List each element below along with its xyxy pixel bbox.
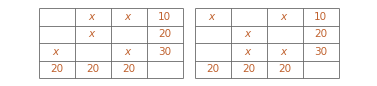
Text: 20: 20	[278, 64, 291, 74]
Text: $\mathit{x}$: $\mathit{x}$	[280, 47, 289, 57]
Text: $\mathit{x}$: $\mathit{x}$	[244, 47, 253, 57]
Text: 10: 10	[158, 12, 171, 22]
Text: $\mathit{x}$: $\mathit{x}$	[88, 12, 97, 22]
Text: 20: 20	[50, 64, 63, 74]
Text: $\mathit{x}$: $\mathit{x}$	[88, 29, 97, 39]
Text: $\mathit{x}$: $\mathit{x}$	[280, 12, 289, 22]
Text: $\mathit{x}$: $\mathit{x}$	[52, 47, 61, 57]
Text: 10: 10	[314, 12, 327, 22]
Text: $\mathit{x}$: $\mathit{x}$	[124, 47, 133, 57]
Text: 20: 20	[86, 64, 99, 74]
Text: $\mathit{x}$: $\mathit{x}$	[124, 12, 133, 22]
Text: 20: 20	[122, 64, 135, 74]
Text: 30: 30	[314, 47, 327, 57]
Text: 20: 20	[158, 29, 171, 39]
Text: 20: 20	[242, 64, 255, 74]
Text: $\mathit{x}$: $\mathit{x}$	[208, 12, 217, 22]
Text: 30: 30	[158, 47, 171, 57]
Text: $\mathit{x}$: $\mathit{x}$	[244, 29, 253, 39]
Text: 20: 20	[314, 29, 327, 39]
Text: 20: 20	[206, 64, 219, 74]
